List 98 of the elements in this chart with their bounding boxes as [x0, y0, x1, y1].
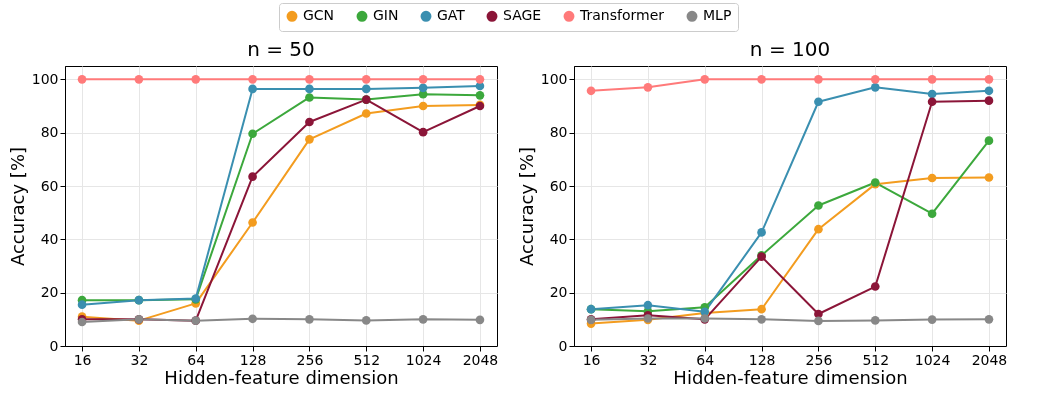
- point: [305, 135, 314, 144]
- y-tick-label: 20: [40, 284, 59, 301]
- legend-label: GCN: [303, 7, 335, 24]
- point: [305, 117, 314, 127]
- point: [248, 218, 257, 227]
- y-axis-title: Accuracy [%]: [6, 146, 28, 267]
- y-tick-label: 40: [549, 230, 568, 247]
- point: [305, 75, 314, 84]
- point: [757, 315, 766, 324]
- y-tick-label: 80: [549, 124, 568, 141]
- point: [418, 101, 428, 111]
- legend-label: MLP: [703, 7, 732, 24]
- point: [248, 172, 257, 181]
- x-tick-label: 128: [748, 351, 776, 368]
- x-tick-label: 128: [239, 351, 267, 368]
- point: [984, 75, 994, 84]
- x-axis-title: Hidden-feature dimension: [164, 366, 399, 388]
- x-tick-label: 2048: [971, 351, 1008, 368]
- point: [248, 314, 257, 324]
- point: [77, 75, 87, 84]
- point: [305, 315, 314, 324]
- point: [814, 309, 823, 319]
- y-tick-label: 0: [49, 337, 59, 354]
- y-tick-label: 20: [549, 284, 568, 301]
- y-tick-label: 80: [40, 124, 59, 141]
- point: [927, 89, 937, 99]
- legend-label: Transformer: [579, 7, 665, 24]
- point: [475, 75, 485, 84]
- x-tick-label: 2048: [462, 351, 499, 368]
- point: [361, 316, 371, 325]
- point: [927, 75, 937, 84]
- x-tick-label: 256: [296, 351, 324, 368]
- x-tick-label: 512: [353, 351, 381, 368]
- point: [927, 97, 937, 107]
- y-axis-title: Accuracy [%]: [515, 146, 537, 267]
- point: [814, 224, 823, 234]
- point: [361, 75, 371, 84]
- point: [757, 304, 766, 314]
- point: [984, 173, 994, 182]
- point: [870, 83, 880, 92]
- point: [418, 315, 428, 324]
- point: [418, 75, 428, 84]
- y-tick-label: 100: [31, 70, 59, 87]
- point: [418, 127, 428, 137]
- x-tick-label: 1024: [914, 351, 951, 368]
- point: [984, 136, 994, 145]
- point: [248, 129, 257, 139]
- point: [870, 75, 880, 84]
- x-tick-label: 16: [582, 351, 601, 368]
- x-tick-label: 64: [187, 351, 206, 368]
- point: [700, 75, 710, 84]
- x-tick-label: 16: [73, 351, 92, 368]
- point: [757, 75, 766, 84]
- point: [248, 84, 257, 94]
- point: [870, 282, 880, 291]
- point: [643, 300, 653, 310]
- y-tick-label: 40: [40, 230, 59, 247]
- point: [305, 93, 314, 102]
- point: [418, 83, 428, 93]
- legend-label: SAGE: [503, 7, 542, 24]
- point: [814, 97, 823, 107]
- x-tick-label: 32: [639, 351, 658, 368]
- point: [984, 86, 994, 96]
- point: [927, 315, 937, 324]
- legend-label: GAT: [437, 7, 466, 24]
- point: [927, 209, 937, 219]
- legend-label: GIN: [373, 7, 399, 24]
- y-tick-label: 60: [549, 177, 568, 194]
- point: [305, 84, 314, 94]
- x-tick-label: 1024: [405, 351, 442, 368]
- point: [643, 83, 653, 92]
- chart-title: n = 50: [247, 37, 315, 61]
- point: [984, 96, 994, 105]
- point: [757, 228, 766, 237]
- x-tick-label: 256: [805, 351, 833, 368]
- y-tick-label: 0: [558, 337, 568, 354]
- point: [984, 315, 994, 324]
- point: [814, 316, 823, 326]
- point: [814, 75, 823, 84]
- x-tick-label: 64: [696, 351, 715, 368]
- point: [927, 173, 937, 183]
- point: [475, 91, 485, 100]
- x-tick-label: 32: [130, 351, 149, 368]
- x-tick-label: 512: [862, 351, 890, 368]
- point: [870, 316, 880, 325]
- point: [134, 75, 144, 84]
- point: [361, 84, 371, 94]
- point: [191, 75, 201, 84]
- point: [361, 109, 371, 118]
- point: [586, 86, 596, 96]
- point: [475, 315, 485, 325]
- chart-title: n = 100: [749, 37, 831, 61]
- y-tick-label: 100: [540, 70, 568, 87]
- point: [814, 201, 823, 210]
- y-tick-label: 60: [40, 177, 59, 194]
- x-axis-title: Hidden-feature dimension: [673, 366, 908, 388]
- point: [77, 300, 87, 309]
- point: [248, 75, 257, 84]
